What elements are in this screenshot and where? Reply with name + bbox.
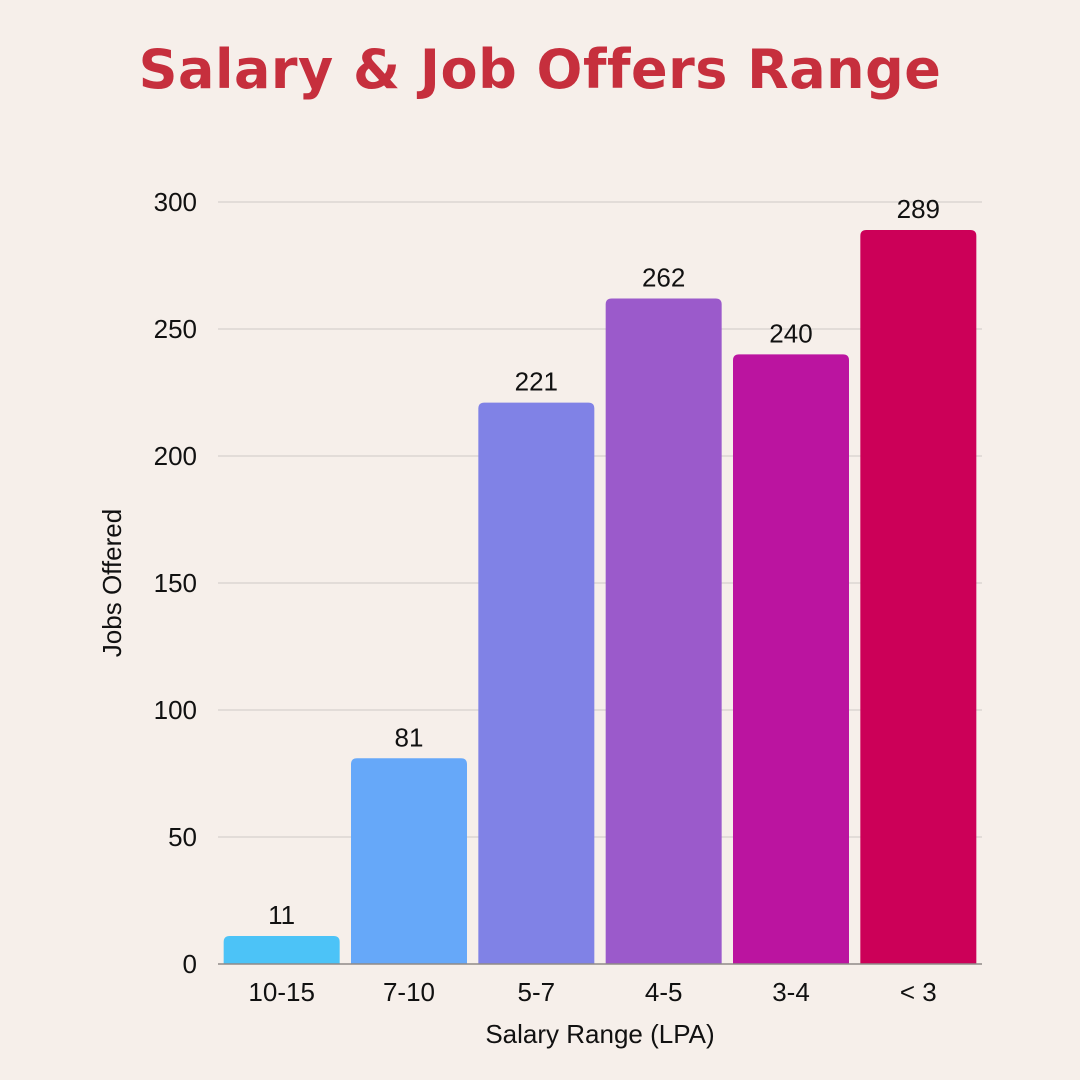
data-label: 289 <box>897 194 940 224</box>
y-tick-label: 200 <box>154 441 197 471</box>
y-axis-ticks: 0 50 100 150 200 250 300 <box>154 187 197 979</box>
y-tick-label: 150 <box>154 568 197 598</box>
gridlines <box>218 201 982 838</box>
bar-3 <box>860 229 977 964</box>
x-tick-label: 10-15 <box>248 977 315 1007</box>
y-tick-label: 250 <box>154 314 197 344</box>
x-tick-label: 3-4 <box>772 977 810 1007</box>
x-axis-ticks: 10-15 7-10 5-7 4-5 3-4 < 3 <box>248 977 936 1007</box>
y-tick-label: 100 <box>154 695 197 725</box>
data-label: 262 <box>642 263 685 293</box>
data-labels: 11 81 221 262 240 289 <box>268 194 940 930</box>
x-tick-label: 7-10 <box>383 977 435 1007</box>
data-label: 81 <box>395 722 424 752</box>
data-label: 221 <box>515 367 558 397</box>
y-axis-title: Jobs Offered <box>97 509 127 657</box>
x-tick-label: 5-7 <box>518 977 556 1007</box>
bar-7-10 <box>351 758 467 964</box>
bars <box>223 229 977 964</box>
y-tick-label: 0 <box>183 949 197 979</box>
bar-5-7 <box>478 402 595 964</box>
data-label: 240 <box>769 318 812 348</box>
x-axis-title: Salary Range (LPA) <box>485 1019 714 1049</box>
data-label: 11 <box>268 900 295 930</box>
y-tick-label: 50 <box>168 822 197 852</box>
bar-4-5 <box>605 298 722 964</box>
chart-title: Salary & Job Offers Range <box>138 38 942 101</box>
x-tick-label: < 3 <box>900 977 937 1007</box>
bar-3-4 <box>733 354 849 964</box>
bar-10-15 <box>223 936 340 964</box>
x-tick-label: 4-5 <box>645 977 683 1007</box>
y-tick-label: 300 <box>154 187 197 217</box>
